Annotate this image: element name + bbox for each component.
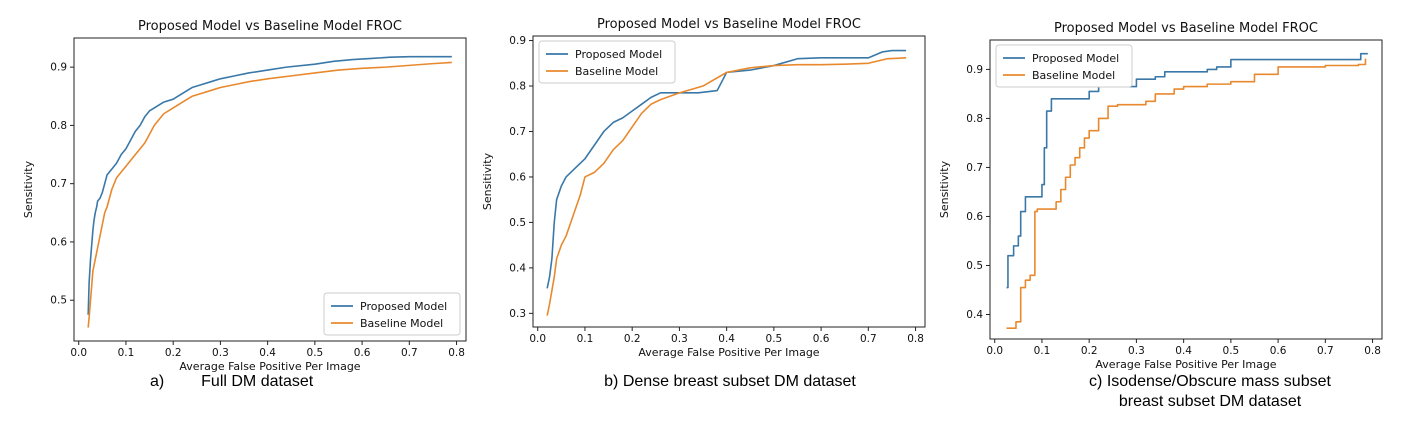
caption-a-label: a) [150,373,165,390]
x-tick-label: 0.7 [860,333,877,345]
x-tick-label: 0.5 [766,333,783,345]
caption-c-text: Isodense/Obscure mass subset [1106,373,1331,390]
series-line-proposed [1006,52,1368,289]
x-tick-label: 0.2 [1081,345,1098,357]
x-tick-label: 0.3 [212,347,229,359]
y-tick-label: 0.7 [50,178,67,190]
y-tick-label: 0.9 [509,35,526,47]
legend-label: Baseline Model [575,65,658,78]
legend-box [538,40,676,84]
series-line-baseline [546,57,907,316]
y-tick-label: 0.5 [509,217,526,229]
y-tick-label: 0.9 [966,64,983,76]
chart-title: Proposed Model vs Baseline Model FROC [1054,21,1318,36]
legend-label: Proposed Model [1032,52,1119,65]
x-tick-label: 0.1 [1034,345,1051,357]
y-tick-label: 0.5 [966,260,983,272]
legend: Proposed Model Baseline Model [323,292,461,336]
legend-label: Proposed Model [360,300,447,313]
y-axis-label: Sensitivity [481,152,494,210]
caption-a: a) Full DM dataset [150,372,370,392]
chart-2: Proposed Model vs Baseline Model FROC 0.0… [938,21,1383,371]
series-line-proposed [546,49,907,289]
x-tick-label: 0.2 [624,333,641,345]
x-tick-label: 0.4 [718,333,735,345]
legend-label: Proposed Model [575,48,662,61]
x-axis-label: Average False Positive Per Image [179,360,360,373]
x-tick-label: 0.8 [448,347,465,359]
x-tick-label: 0.7 [1317,345,1334,357]
y-tick-label: 0.7 [966,162,983,174]
y-tick-label: 0.8 [509,81,526,93]
legend: Proposed Model Baseline Model [538,40,676,84]
series-line-baseline [1006,58,1367,330]
y-tick-label: 0.6 [50,236,67,248]
y-tick-label: 0.9 [50,62,67,74]
series-line-baseline [87,61,452,328]
x-tick-label: 0.3 [1128,345,1145,357]
caption-c-text-line2: breast subset DM dataset [1118,393,1302,410]
caption-b-text: Dense breast subset DM dataset [622,373,856,390]
x-tick-label: 0.8 [907,333,924,345]
y-tick-label: 0.3 [509,308,526,320]
caption-c: c) Isodense/Obscure mass subset breast s… [1060,372,1360,412]
x-tick-label: 0.4 [1175,345,1192,357]
y-tick-label: 0.7 [509,126,526,138]
chart-0: Proposed Model vs Baseline Model FROC 0.0… [22,19,467,373]
y-tick-label: 0.5 [50,295,67,307]
plot-frame [73,37,467,342]
y-axis-label: Sensitivity [22,160,35,218]
x-tick-label: 0.3 [671,333,688,345]
y-tick-label: 0.8 [50,120,67,132]
caption-a-text: Full DM dataset [201,373,314,390]
caption-c-label: c) [1089,373,1103,390]
caption-b: b) Dense breast subset DM dataset [560,372,900,392]
y-tick-label: 0.8 [966,113,983,125]
x-axis-label: Average False Positive Per Image [638,346,819,359]
legend-box [323,292,461,336]
x-tick-label: 0.1 [577,333,594,345]
x-axis-label: Average False Positive Per Image [1095,358,1276,371]
legend-label: Baseline Model [360,317,443,330]
y-axis-label: Sensitivity [938,160,951,218]
x-tick-label: 0.5 [1223,345,1240,357]
plot-frame [989,39,1383,340]
x-tick-label: 0.1 [118,347,135,359]
legend: Proposed Model Baseline Model [995,44,1133,88]
x-tick-label: 0.5 [307,347,324,359]
y-tick-label: 0.6 [509,171,526,183]
caption-b-label: b) [604,373,619,390]
x-tick-label: 0.8 [1364,345,1381,357]
plot-frame [532,35,926,328]
series-line-proposed [87,55,452,315]
y-tick-label: 0.6 [966,211,983,223]
x-tick-label: 0.6 [354,347,371,359]
chart-title: Proposed Model vs Baseline Model FROC [597,17,861,32]
x-tick-label: 0.6 [813,333,830,345]
x-tick-label: 0.0 [70,347,87,359]
chart-1: Proposed Model vs Baseline Model FROC 0.0… [481,17,926,359]
x-tick-label: 0.2 [165,347,182,359]
legend-label: Baseline Model [1032,69,1115,82]
y-tick-label: 0.4 [509,262,526,274]
x-tick-label: 0.6 [1270,345,1287,357]
x-tick-label: 0.0 [986,345,1003,357]
x-tick-label: 0.4 [259,347,276,359]
x-tick-label: 0.7 [401,347,418,359]
legend-box [995,44,1133,88]
x-tick-label: 0.0 [529,333,546,345]
y-tick-label: 0.4 [966,309,983,321]
chart-title: Proposed Model vs Baseline Model FROC [138,19,402,34]
